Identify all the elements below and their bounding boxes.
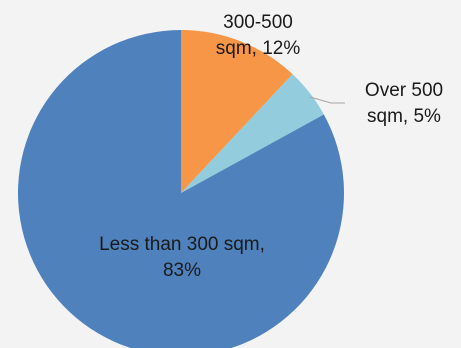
label-300-500: 300-500 sqm, 12% bbox=[206, 10, 310, 62]
label-over-500: Over 500 sqm, 5% bbox=[350, 78, 458, 130]
label-less-than-300-line1: Less than 300 sqm, bbox=[99, 234, 265, 255]
label-300-500-line2: sqm, 12% bbox=[215, 38, 301, 59]
leader-line-over-500 bbox=[309, 96, 345, 104]
pie-slice-over-500-sqm bbox=[181, 74, 324, 193]
label-over-500-line1: Over 500 bbox=[364, 80, 444, 101]
pie-slice-less-than-300-sqm bbox=[18, 30, 344, 348]
label-300-500-line1: 300-500 bbox=[223, 12, 293, 33]
pie-slice-300-500-sqm bbox=[181, 30, 293, 193]
label-less-than-300-line2: 83% bbox=[162, 260, 202, 281]
label-less-than-300: Less than 300 sqm, 83% bbox=[62, 232, 302, 284]
label-over-500-line2: sqm, 5% bbox=[367, 106, 441, 127]
